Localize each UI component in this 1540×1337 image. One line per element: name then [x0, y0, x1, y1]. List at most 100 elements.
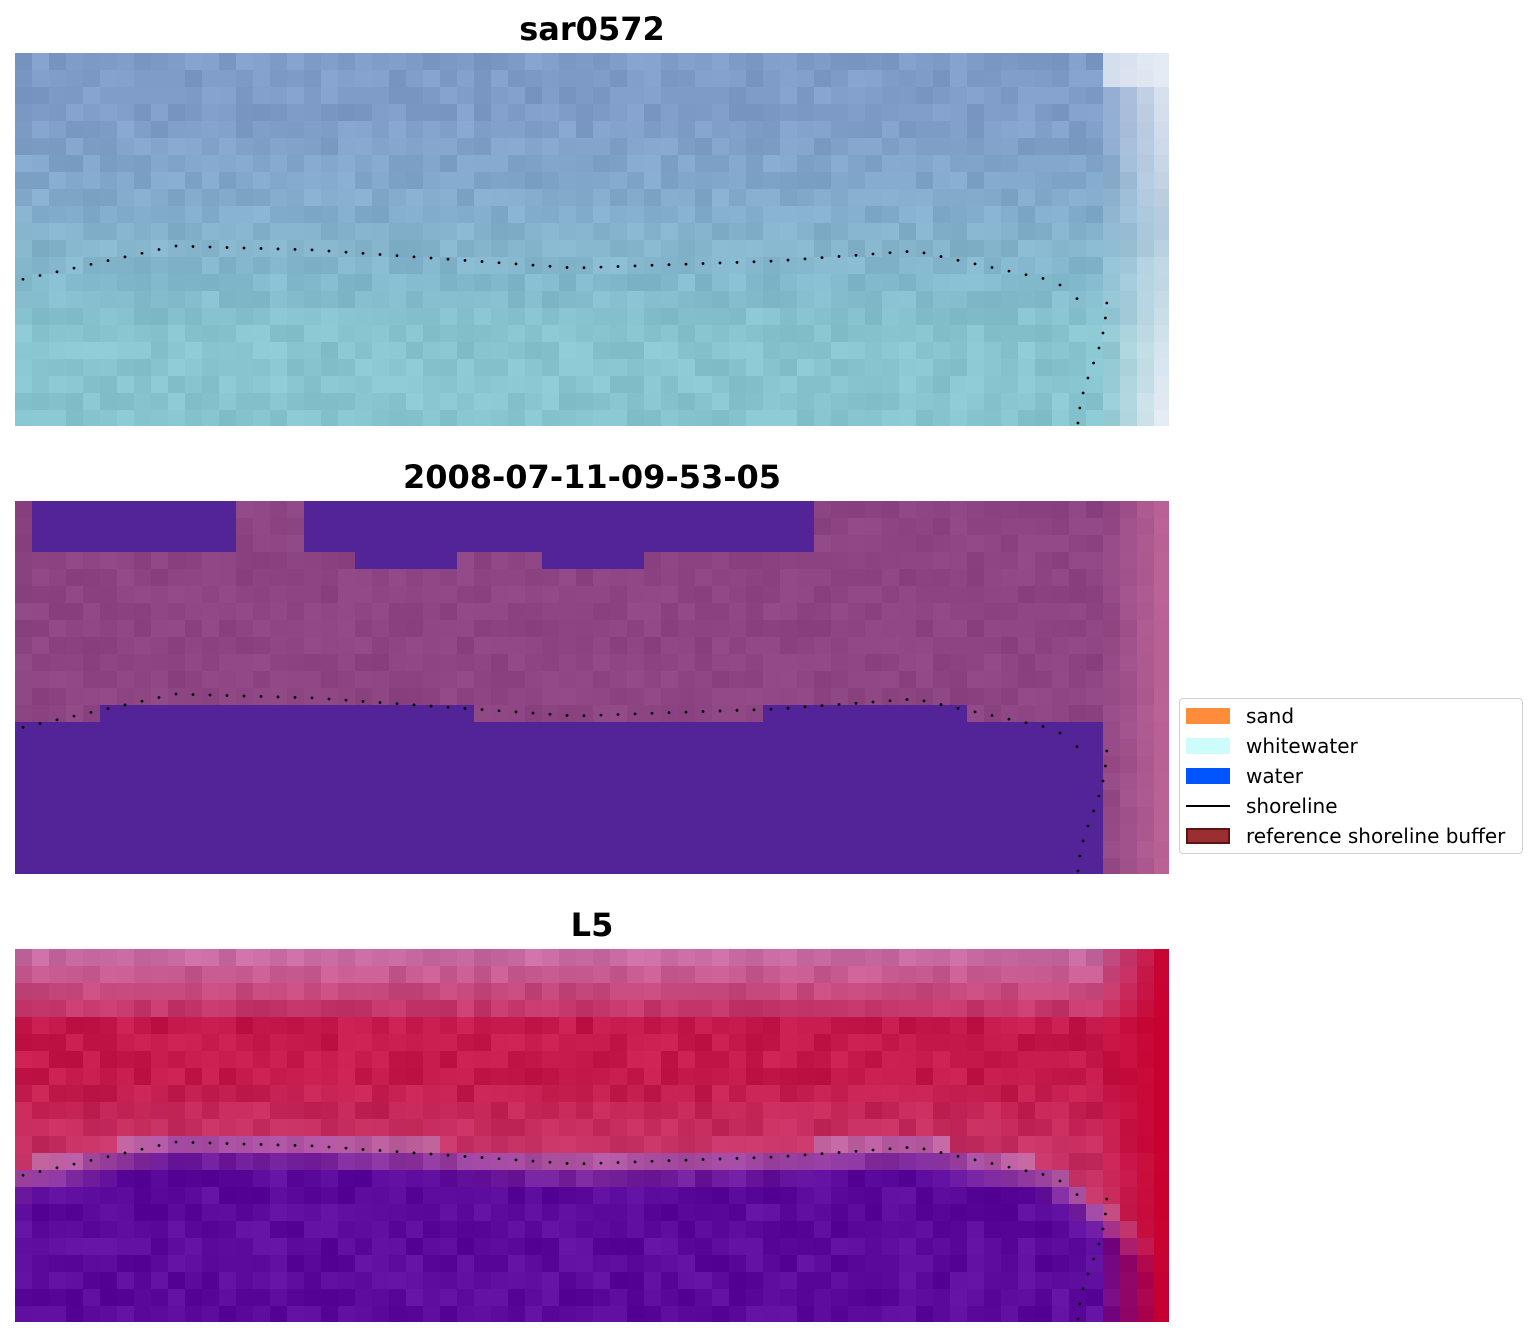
shoreline-point — [718, 261, 722, 265]
shoreline-point — [1105, 749, 1109, 753]
legend-item-reference-shoreline-buffer: reference shoreline buffer — [1186, 824, 1520, 848]
shoreline-point — [395, 254, 399, 258]
shoreline-point — [310, 696, 314, 700]
panel-title-1: sar0572 — [519, 10, 665, 48]
shoreline-point — [803, 257, 807, 261]
legend-swatch-sand — [1186, 708, 1230, 724]
shoreline-point — [89, 1158, 93, 1162]
shoreline-point — [633, 712, 637, 716]
shoreline-point — [684, 710, 688, 714]
shoreline-point — [225, 694, 229, 697]
shoreline-point — [55, 718, 59, 722]
shoreline-point — [769, 259, 773, 263]
shoreline-point — [89, 262, 93, 266]
shoreline-point — [21, 277, 25, 281]
shoreline-point — [327, 249, 331, 253]
panel-title-2: 2008-07-11-09-53-05 — [402, 458, 782, 496]
legend: sand whitewater water shoreline referenc… — [1179, 698, 1523, 854]
shoreline-point — [1086, 824, 1090, 828]
shoreline-point — [565, 1162, 569, 1165]
shoreline-point — [1024, 721, 1028, 725]
shoreline-point — [803, 1153, 807, 1157]
legend-label-sand: sand — [1246, 704, 1295, 728]
shoreline-point — [1101, 779, 1105, 783]
shoreline-point — [854, 701, 858, 705]
shoreline-point — [701, 262, 705, 265]
shoreline-point — [1103, 316, 1107, 320]
shoreline-point — [650, 263, 654, 267]
shoreline-point — [684, 1158, 688, 1162]
shoreline-point — [1076, 421, 1080, 425]
shoreline-point — [1007, 269, 1011, 273]
shoreline-point — [939, 255, 943, 258]
shoreline-point — [1058, 283, 1062, 287]
shoreline-point — [1105, 301, 1109, 305]
shoreline-point — [72, 1162, 76, 1166]
image-panel-l5 — [15, 949, 1169, 1322]
shoreline-point — [718, 709, 722, 713]
shoreline-point — [497, 261, 501, 265]
shoreline-point — [480, 1156, 484, 1159]
shoreline-point — [480, 708, 484, 711]
shoreline-point — [854, 253, 858, 257]
shoreline-point — [939, 1151, 943, 1154]
shoreline-point — [446, 1153, 450, 1157]
shoreline-point — [208, 1141, 212, 1145]
shoreline-point — [650, 711, 654, 715]
shoreline-point — [1058, 1179, 1062, 1183]
image-panel-sar — [15, 53, 1169, 426]
shoreline-point — [599, 1161, 603, 1165]
shoreline-point — [361, 699, 365, 703]
shoreline-point — [1081, 391, 1085, 395]
shoreline-point — [1081, 839, 1085, 843]
shoreline-point — [548, 264, 552, 268]
shoreline-point — [633, 264, 637, 268]
shoreline-point — [463, 1154, 467, 1158]
shoreline-point — [208, 693, 212, 697]
shoreline-point — [1075, 745, 1079, 748]
shoreline-point — [905, 698, 909, 701]
shoreline-point — [344, 1146, 348, 1150]
shoreline-point — [735, 708, 739, 712]
shoreline-point — [1041, 1173, 1045, 1176]
shoreline-point — [565, 714, 569, 717]
legend-swatch-shoreline — [1186, 805, 1230, 807]
shoreline-point — [463, 258, 467, 262]
shoreline-point — [1097, 794, 1101, 798]
shoreline-point — [191, 693, 195, 696]
shoreline-point — [1086, 1272, 1090, 1276]
shoreline-point — [497, 1157, 501, 1161]
shoreline-point — [582, 1162, 586, 1166]
shoreline-point — [633, 1160, 637, 1164]
shoreline-point — [225, 1142, 229, 1145]
shoreline-point — [191, 245, 195, 248]
shoreline-point — [1101, 1227, 1105, 1231]
shoreline-point — [344, 250, 348, 254]
shoreline-point — [956, 258, 960, 262]
shoreline-point — [38, 274, 42, 277]
shoreline-point — [1081, 1287, 1085, 1291]
shoreline-point — [140, 1147, 144, 1151]
shoreline-point — [650, 1159, 654, 1163]
shoreline-point — [922, 1147, 926, 1151]
shoreline-point — [837, 1151, 841, 1154]
shoreline-point — [327, 697, 331, 701]
shoreline-point — [769, 1155, 773, 1159]
shoreline-point — [990, 714, 994, 717]
shoreline-point — [174, 244, 178, 248]
shoreline-point — [803, 705, 807, 709]
shoreline-point — [1078, 854, 1082, 858]
shoreline-point — [106, 707, 110, 711]
shoreline-point — [140, 251, 144, 255]
legend-label-reference-shoreline-buffer: reference shoreline buffer — [1246, 824, 1506, 848]
shoreline-point — [123, 255, 127, 259]
panel-title-3: L5 — [570, 906, 614, 944]
shoreline-point — [1103, 764, 1107, 768]
shoreline-point — [174, 692, 178, 696]
shoreline-point — [1105, 1197, 1109, 1201]
shoreline-point — [140, 699, 144, 703]
shoreline-point — [276, 247, 280, 251]
shoreline-point — [412, 1151, 416, 1155]
shoreline-point — [361, 1147, 365, 1151]
image-panel-classified — [15, 501, 1169, 874]
